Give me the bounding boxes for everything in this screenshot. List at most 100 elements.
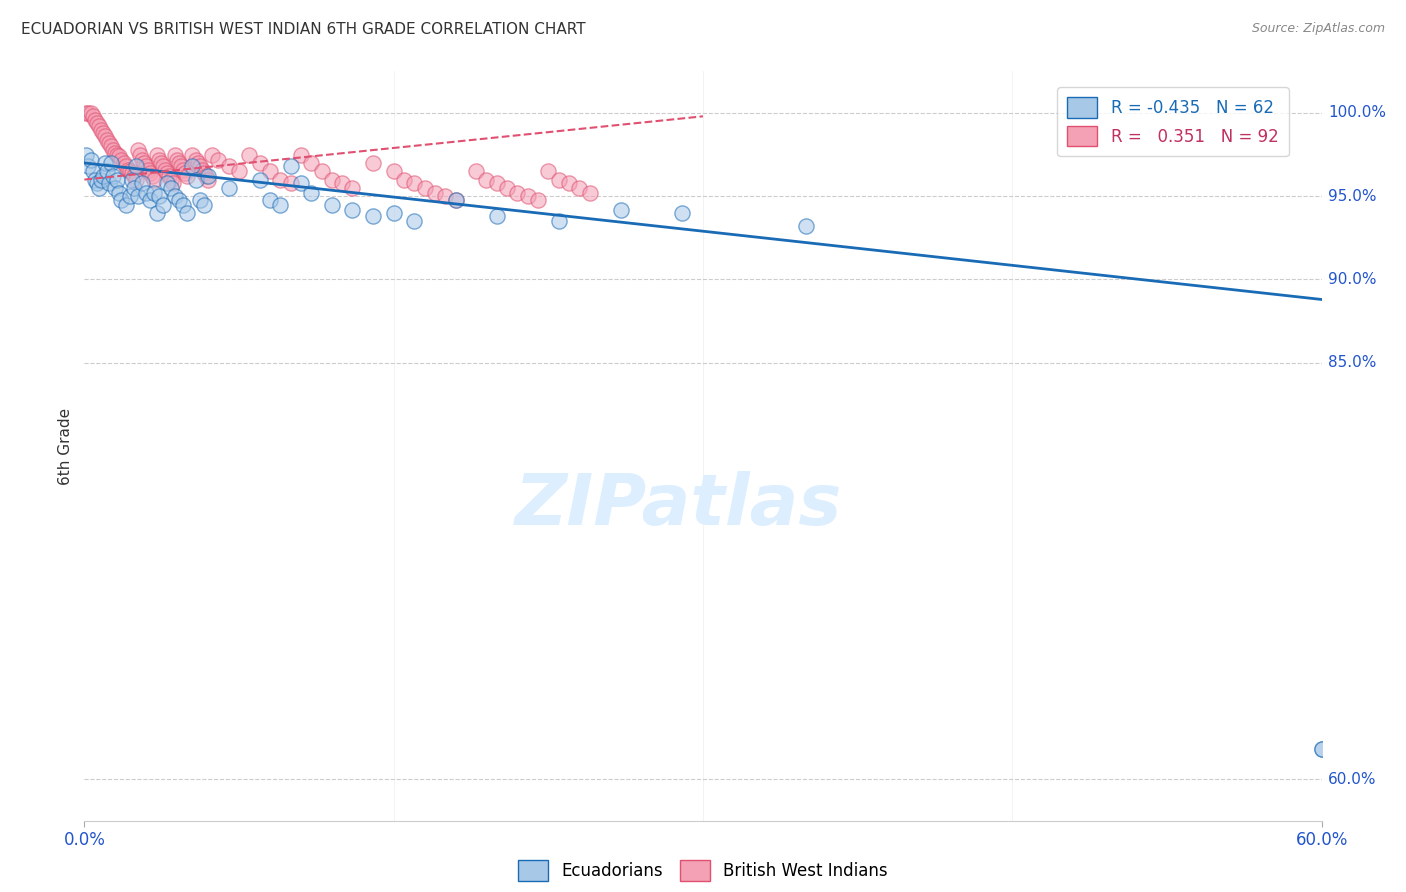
Point — [269, 197, 291, 211]
Point — [188, 193, 211, 207]
Point — [75, 106, 97, 120]
Point — [485, 176, 508, 190]
Point — [114, 197, 136, 211]
Point — [160, 181, 183, 195]
Point — [83, 112, 105, 127]
Point — [361, 209, 384, 223]
Point — [105, 147, 128, 161]
Point — [558, 176, 581, 190]
Point — [94, 156, 117, 170]
Point — [184, 172, 207, 186]
Point — [134, 156, 156, 170]
Point — [136, 162, 159, 177]
Point — [156, 166, 179, 180]
Point — [1310, 742, 1333, 756]
Point — [167, 193, 190, 207]
Point — [122, 181, 145, 195]
Point — [180, 159, 202, 173]
Point — [149, 156, 172, 170]
Y-axis label: 6th Grade: 6th Grade — [58, 408, 73, 484]
Point — [153, 162, 176, 177]
Point — [77, 106, 100, 120]
Point — [148, 153, 170, 167]
Point — [193, 166, 215, 180]
Point — [82, 109, 104, 123]
Point — [165, 147, 187, 161]
Point — [496, 181, 519, 195]
Point — [413, 181, 436, 195]
Point — [167, 156, 190, 170]
Point — [110, 153, 132, 167]
Point — [121, 172, 143, 186]
Point — [90, 122, 112, 136]
Point — [145, 147, 167, 161]
Point — [187, 156, 209, 170]
Point — [392, 172, 415, 186]
Point — [145, 206, 167, 220]
Point — [609, 202, 631, 217]
Point — [527, 193, 550, 207]
Point — [184, 153, 207, 167]
Point — [87, 181, 110, 195]
Text: Source: ZipAtlas.com: Source: ZipAtlas.com — [1251, 22, 1385, 36]
Point — [1310, 742, 1333, 756]
Point — [547, 214, 569, 228]
Point — [162, 176, 184, 190]
Point — [475, 172, 498, 186]
Point — [299, 186, 322, 200]
Point — [218, 159, 240, 173]
Point — [108, 186, 131, 200]
Point — [444, 193, 467, 207]
Point — [125, 172, 148, 186]
Point — [176, 206, 198, 220]
Point — [121, 166, 143, 180]
Point — [404, 176, 426, 190]
Point — [127, 143, 149, 157]
Point — [290, 147, 312, 161]
Point — [228, 164, 250, 178]
Point — [87, 120, 110, 134]
Point — [299, 156, 322, 170]
Point — [404, 214, 426, 228]
Point — [578, 186, 600, 200]
Point — [193, 197, 215, 211]
Point — [127, 189, 149, 203]
Point — [86, 116, 108, 130]
Point — [311, 164, 333, 178]
Point — [342, 181, 364, 195]
Point — [91, 126, 114, 140]
Point — [148, 189, 170, 203]
Point — [135, 159, 157, 173]
Point — [139, 166, 162, 180]
Point — [197, 172, 219, 186]
Point — [90, 172, 112, 186]
Point — [98, 136, 121, 150]
Point — [176, 169, 198, 184]
Point — [485, 209, 508, 223]
Point — [290, 176, 312, 190]
Point — [537, 164, 560, 178]
Point — [195, 169, 218, 184]
Point — [259, 193, 281, 207]
Point — [547, 172, 569, 186]
Point — [96, 164, 118, 178]
Point — [77, 159, 100, 173]
Point — [180, 147, 202, 161]
Point — [91, 169, 114, 184]
Point — [197, 169, 219, 184]
Point — [382, 206, 405, 220]
Point — [103, 143, 125, 157]
Point — [321, 172, 343, 186]
Point — [172, 197, 194, 211]
Point — [794, 219, 817, 234]
Point — [143, 186, 166, 200]
Text: 85.0%: 85.0% — [1327, 355, 1376, 370]
Point — [269, 172, 291, 186]
Point — [82, 164, 104, 178]
Point — [83, 172, 105, 186]
Text: 60.0%: 60.0% — [1327, 772, 1376, 787]
Point — [361, 156, 384, 170]
Point — [382, 164, 405, 178]
Point — [280, 159, 302, 173]
Point — [218, 181, 240, 195]
